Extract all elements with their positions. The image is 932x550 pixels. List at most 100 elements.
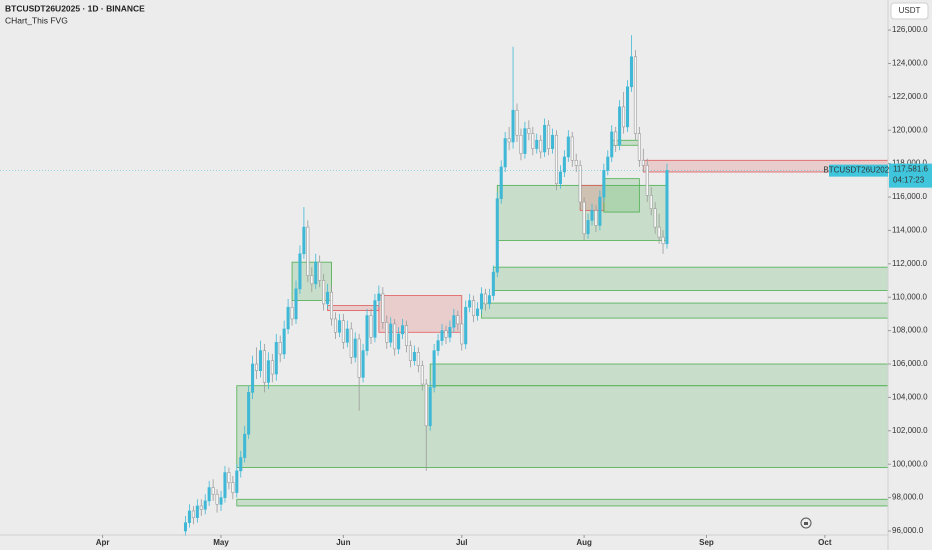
candle-body bbox=[622, 106, 626, 128]
candle-body bbox=[629, 56, 633, 88]
candle-body bbox=[618, 106, 622, 146]
candle-body bbox=[215, 493, 219, 505]
candle-body bbox=[562, 156, 566, 173]
candle-body bbox=[337, 320, 341, 333]
y-tick-label: 118,000.0 bbox=[892, 159, 928, 168]
fvg-box bbox=[481, 302, 889, 319]
candle-body bbox=[389, 323, 393, 343]
candle-body bbox=[472, 300, 476, 316]
candle-body bbox=[401, 325, 405, 335]
candle-body bbox=[499, 166, 503, 200]
candle-body bbox=[329, 291, 334, 320]
candle-body bbox=[353, 338, 357, 358]
y-tick-label: 120,000.0 bbox=[892, 125, 928, 134]
candle-body bbox=[602, 170, 606, 198]
candle-body bbox=[326, 291, 330, 305]
x-tick-label: Sep bbox=[699, 538, 714, 547]
candle-body bbox=[515, 109, 519, 136]
candle-body bbox=[278, 342, 282, 355]
candle-body bbox=[227, 472, 231, 483]
candle-body bbox=[468, 300, 472, 308]
chart-title: BTCUSDT26U2025 · 1D · BINANCE bbox=[5, 3, 145, 13]
fvg-box bbox=[429, 363, 889, 387]
symbol-label: BTCUSDT26U2025 bbox=[823, 166, 894, 175]
candle-body bbox=[369, 315, 373, 338]
candle-body bbox=[452, 315, 456, 328]
y-tick-label: 114,000.0 bbox=[892, 226, 928, 235]
y-tick-label: 102,000.0 bbox=[892, 426, 928, 435]
fvg-box bbox=[492, 266, 889, 291]
lock-icon-body bbox=[804, 522, 808, 525]
candle-body bbox=[476, 308, 480, 316]
y-tick-label: 106,000.0 bbox=[892, 359, 928, 368]
indicator-name: CHart_This FVG bbox=[5, 15, 68, 25]
y-tick-label: 108,000.0 bbox=[892, 326, 928, 335]
candle-body bbox=[487, 295, 491, 305]
candle-body bbox=[428, 387, 432, 427]
candle-body bbox=[657, 226, 661, 238]
candle-body bbox=[397, 333, 401, 350]
candle-body bbox=[535, 139, 539, 149]
y-tick-label: 122,000.0 bbox=[892, 92, 928, 101]
candle-body bbox=[318, 261, 322, 281]
candle-body bbox=[258, 350, 263, 371]
candle-body bbox=[314, 261, 318, 285]
candle-body bbox=[365, 315, 369, 351]
lock-icon[interactable] bbox=[800, 517, 812, 529]
symbol-label-bg bbox=[829, 164, 888, 177]
candle-body bbox=[302, 226, 306, 255]
candle-body bbox=[266, 360, 270, 383]
fvg-box bbox=[236, 385, 889, 468]
y-tick-label: 98,000.0 bbox=[892, 493, 924, 502]
candle-body bbox=[590, 210, 594, 221]
candle-body bbox=[322, 280, 326, 305]
candle-body bbox=[543, 124, 547, 153]
candle-body bbox=[262, 350, 266, 383]
candle-body bbox=[598, 196, 602, 226]
candle-body bbox=[637, 133, 641, 161]
y-tick-label: 110,000.0 bbox=[892, 292, 928, 301]
candle-body bbox=[495, 198, 499, 273]
candle-body bbox=[381, 293, 385, 323]
currency-button-label[interactable]: USDT bbox=[899, 6, 921, 15]
candle-body bbox=[377, 293, 381, 301]
candle-body bbox=[578, 165, 582, 203]
candle-body bbox=[294, 288, 298, 320]
countdown: 04:17:23 bbox=[893, 176, 925, 185]
candle-body bbox=[554, 134, 559, 184]
candle-body bbox=[464, 306, 468, 345]
candle-body bbox=[310, 275, 314, 285]
candle-body bbox=[223, 472, 227, 498]
candle-body bbox=[448, 326, 452, 338]
candle-body bbox=[199, 505, 203, 510]
candle-body bbox=[570, 136, 574, 161]
candle-body bbox=[547, 124, 551, 149]
candle-body bbox=[479, 293, 484, 310]
candle-body bbox=[219, 497, 223, 505]
candle-body bbox=[645, 165, 649, 196]
candle-body bbox=[211, 487, 215, 495]
candle-body bbox=[361, 350, 365, 378]
candle-body bbox=[511, 109, 515, 143]
candle-body bbox=[653, 208, 657, 228]
candle-body bbox=[408, 345, 412, 361]
candle-body bbox=[582, 201, 586, 235]
candle-body bbox=[491, 271, 495, 296]
candle-body bbox=[527, 128, 531, 134]
candle-body bbox=[519, 134, 523, 154]
candle-body bbox=[235, 470, 239, 493]
candle-body bbox=[507, 138, 511, 143]
candle-body bbox=[523, 128, 527, 154]
candle-body bbox=[187, 510, 191, 523]
last-price-bg bbox=[889, 163, 932, 188]
currency-button[interactable] bbox=[890, 2, 929, 20]
fvg-box bbox=[378, 295, 463, 333]
candle-body bbox=[195, 505, 199, 518]
candle-body bbox=[432, 350, 436, 388]
candle-body bbox=[483, 293, 487, 305]
x-tick-label: Apr bbox=[96, 538, 110, 547]
x-tick-label: Aug bbox=[576, 538, 592, 547]
candle-body bbox=[290, 306, 294, 320]
